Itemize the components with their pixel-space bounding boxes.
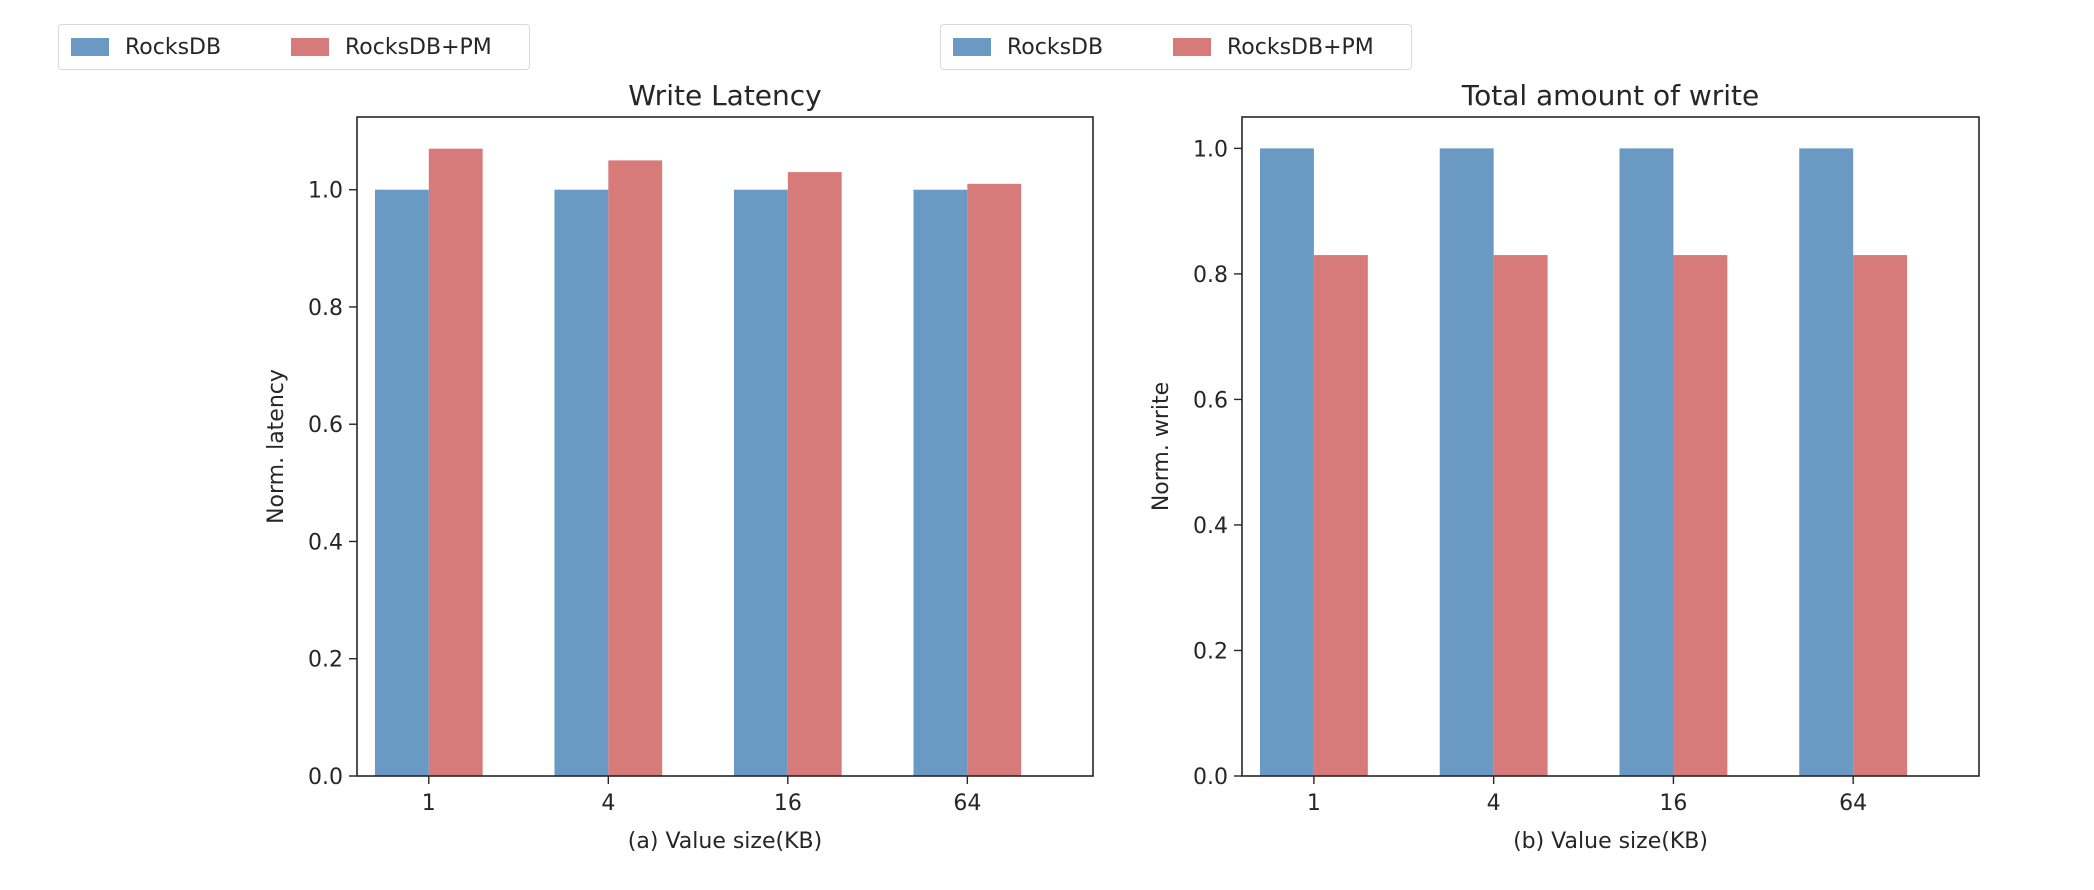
y-tick-label: 0.4: [308, 530, 343, 555]
legend-label-rocksdb: RocksDB: [1007, 34, 1104, 60]
x-tick-label: 1: [422, 791, 436, 816]
bar-rocksdb-1: [1259, 148, 1314, 776]
bar-rocksdb-pm-4: [1493, 255, 1548, 777]
x-axis-label: (b) Value size(KB): [1513, 829, 1708, 854]
bar-rocksdb-pm-1: [1313, 255, 1368, 777]
x-tick-label: 1: [1307, 791, 1321, 816]
x-axis-label: (a) Value size(KB): [628, 829, 822, 854]
legend-label-rocksdb-pm: RocksDB+PM: [345, 34, 492, 60]
y-tick-label: 0.2: [308, 648, 343, 673]
chart-title: Write Latency: [628, 79, 822, 112]
chart-title: Total amount of write: [1461, 79, 1760, 112]
y-tick-label: 0.4: [1193, 514, 1228, 539]
x-tick-label: 4: [601, 791, 615, 816]
axes-frame: [356, 116, 1094, 777]
legend-label-rocksdb-pm: RocksDB+PM: [1227, 34, 1374, 60]
legend-right: RocksDB RocksDB+PM: [940, 24, 1412, 70]
y-tick-label: 0.2: [1193, 639, 1228, 664]
y-tick-label: 0.0: [1193, 765, 1228, 790]
y-tick-label: 1.0: [1193, 137, 1228, 162]
x-tick-label: 4: [1487, 791, 1501, 816]
legend-item-rocksdb-pm: RocksDB+PM: [1173, 25, 1374, 69]
y-axis-label: Norm. write: [1149, 382, 1174, 511]
x-tick-label: 64: [953, 791, 981, 816]
chart-panel-2: 0.0 0.2 0.4 0.6 0.8 1.0 1 4 16 64 Total amount of …: [1149, 79, 1980, 854]
legend-label-rocksdb: RocksDB: [125, 34, 222, 60]
chart-panel-1: 0.0 0.2 0.4 0.6 0.8 1.0 1 4 16 64 Write Latency (a)…: [264, 79, 1094, 854]
bar-rocksdb-64: [1799, 148, 1854, 776]
legend-item-rocksdb: RocksDB: [71, 25, 221, 69]
legend-left: RocksDB RocksDB+PM: [58, 24, 530, 70]
y-tick-label: 0.8: [308, 296, 343, 321]
legend-swatch-rocksdb: [953, 38, 991, 56]
legend-item-rocksdb-pm: RocksDB+PM: [291, 25, 492, 69]
axes-frame: [1241, 116, 1980, 777]
x-tick-label: 16: [774, 791, 802, 816]
bar-rocksdb-pm-16: [1673, 255, 1728, 777]
legend-swatch-rocksdb-pm: [1173, 38, 1211, 56]
bar-rocksdb-1: [374, 189, 429, 777]
bar-rocksdb-16: [733, 189, 788, 777]
legend-item-rocksdb: RocksDB: [953, 25, 1103, 69]
y-tick-label: 0.6: [308, 413, 343, 438]
x-tick-label: 16: [1659, 791, 1687, 816]
bar-rocksdb-64: [913, 189, 968, 777]
y-tick-label: 0.8: [1193, 263, 1228, 288]
y-tick-label: 1.0: [308, 179, 343, 204]
bar-rocksdb-4: [1439, 148, 1494, 776]
bar-rocksdb-pm-1: [428, 148, 483, 776]
legend-swatch-rocksdb-pm: [291, 38, 329, 56]
bar-rocksdb-pm-16: [787, 172, 842, 776]
bar-rocksdb-pm-64: [967, 183, 1022, 776]
y-tick-label: 0.0: [308, 765, 343, 790]
bar-rocksdb-pm-4: [608, 160, 663, 777]
bar-rocksdb-16: [1619, 148, 1674, 776]
y-tick-label: 0.6: [1193, 388, 1228, 413]
y-axis-label: Norm. latency: [264, 369, 289, 524]
bar-rocksdb-pm-64: [1853, 255, 1908, 777]
legend-swatch-rocksdb: [71, 38, 109, 56]
x-tick-label: 64: [1839, 791, 1867, 816]
bar-rocksdb-4: [554, 189, 609, 777]
